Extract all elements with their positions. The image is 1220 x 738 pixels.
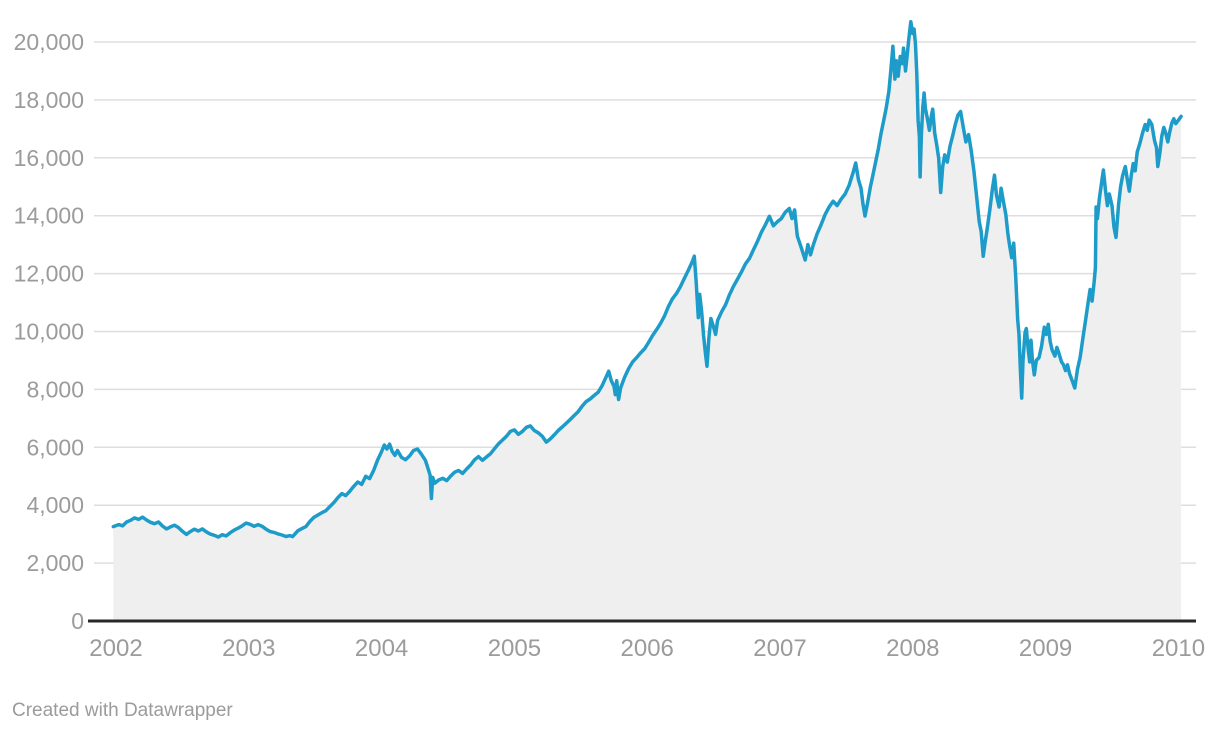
line-chart: 0 2,000 4,000 6,000 8,000 10,000 12,000 14,000 1… bbox=[14, 19, 1205, 662]
y-tick-label: 0 bbox=[71, 608, 84, 634]
y-tick-label: 16,000 bbox=[14, 145, 84, 171]
y-tick-label: 10,000 bbox=[14, 319, 84, 345]
x-tick-label: 2009 bbox=[1019, 635, 1072, 662]
y-tick-label: 6,000 bbox=[26, 434, 84, 460]
y-tick-label: 20,000 bbox=[14, 29, 84, 55]
y-tick-label: 2,000 bbox=[26, 550, 84, 576]
y-tick-label: 4,000 bbox=[26, 492, 84, 518]
y-tick-label: 14,000 bbox=[14, 203, 84, 229]
y-tick-label: 12,000 bbox=[14, 261, 84, 287]
data-line bbox=[111, 19, 1183, 539]
y-tick-label: 8,000 bbox=[26, 376, 84, 402]
x-tick-label: 2007 bbox=[753, 635, 806, 662]
x-tick-label: 2002 bbox=[89, 635, 142, 662]
x-tick-label: 2004 bbox=[355, 635, 408, 662]
x-tick-label: 2010 bbox=[1152, 635, 1205, 662]
x-tick-label: 2005 bbox=[488, 635, 541, 662]
datawrapper-credit-link[interactable]: Created with Datawrapper bbox=[12, 700, 233, 721]
x-tick-label: 2008 bbox=[886, 635, 939, 662]
x-tick-label: 2006 bbox=[621, 635, 674, 662]
x-tick-label: 2003 bbox=[222, 635, 275, 662]
area-fill bbox=[113, 21, 1182, 621]
y-tick-label: 18,000 bbox=[14, 87, 84, 113]
